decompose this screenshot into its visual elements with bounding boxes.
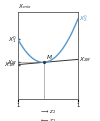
Text: $X_1^0$: $X_1^0$ [8,34,17,45]
Text: $X_2^0$: $X_2^0$ [79,13,88,24]
Text: $X_{mix}$: $X_{mix}$ [18,2,32,11]
Text: $M$: $M$ [46,53,53,61]
Text: $\longrightarrow z_2$: $\longrightarrow z_2$ [40,108,56,116]
Text: $X_M$: $X_M$ [7,58,17,67]
Text: $X_{1M}$: $X_{1M}$ [4,60,17,69]
Text: $\longleftarrow z_1$: $\longleftarrow z_1$ [40,117,56,121]
Text: $X_{2M}$: $X_{2M}$ [79,55,92,64]
